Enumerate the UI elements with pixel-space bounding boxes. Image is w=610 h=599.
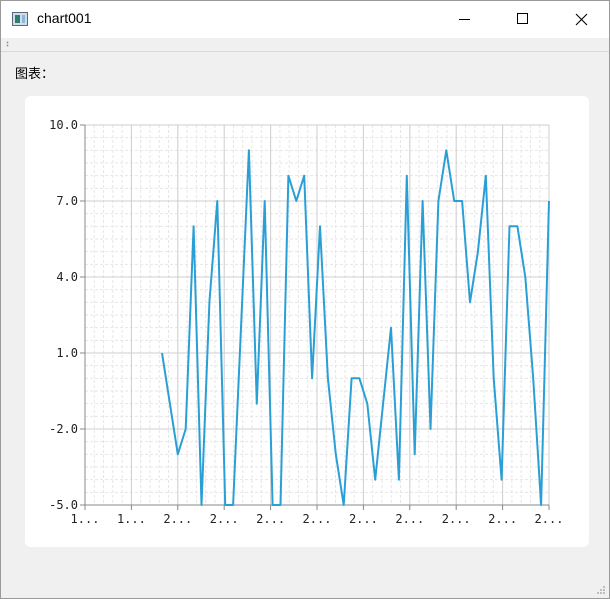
toolbar-grip-icon	[6, 41, 9, 47]
series-line	[161, 149, 550, 506]
x-tick-label: 2...	[535, 512, 564, 526]
y-tick-label: 7.0	[56, 194, 78, 208]
minimize-button[interactable]	[441, 1, 487, 38]
line-chart: 10.07.04.01.0-2.0-5.01... 1... 2... 2... 2..…	[49, 118, 564, 526]
x-tick-label: 2...	[256, 512, 285, 526]
x-tick-label: 2...	[488, 512, 517, 526]
window-title: chart001	[37, 10, 92, 26]
chart-label: 图表：	[15, 67, 55, 82]
x-tick-label: 2...	[163, 512, 192, 526]
minimize-icon	[459, 19, 470, 20]
y-tick-label: 1.0	[56, 346, 78, 360]
toolbar-handle[interactable]	[1, 38, 609, 52]
title-bar[interactable]: chart001	[1, 1, 609, 38]
y-tick-label: 10.0	[49, 118, 78, 132]
x-tick-label: 2...	[303, 512, 332, 526]
y-tick-label: 4.0	[56, 270, 78, 284]
x-tick-label: 2...	[442, 512, 471, 526]
close-icon	[575, 13, 588, 26]
y-tick-label: -2.0	[49, 422, 78, 436]
maximize-icon	[517, 13, 528, 24]
x-tick-label: 1...	[117, 512, 146, 526]
chart-view[interactable]: 10.0 7.0 4.0 1.0 -2.0 -5.0 1... 1... 2... 2... 2..…	[25, 96, 589, 547]
x-tick-label: 2...	[395, 512, 424, 526]
x-tick-label: 2...	[210, 512, 239, 526]
y-tick-label: -5.0	[49, 498, 78, 512]
resize-grip-icon[interactable]	[596, 585, 606, 595]
x-tick-label: 2...	[349, 512, 378, 526]
app-window-icon	[12, 12, 28, 26]
close-button[interactable]	[557, 1, 603, 38]
x-tick-label: 1...	[71, 512, 100, 526]
maximize-button[interactable]	[499, 1, 545, 38]
